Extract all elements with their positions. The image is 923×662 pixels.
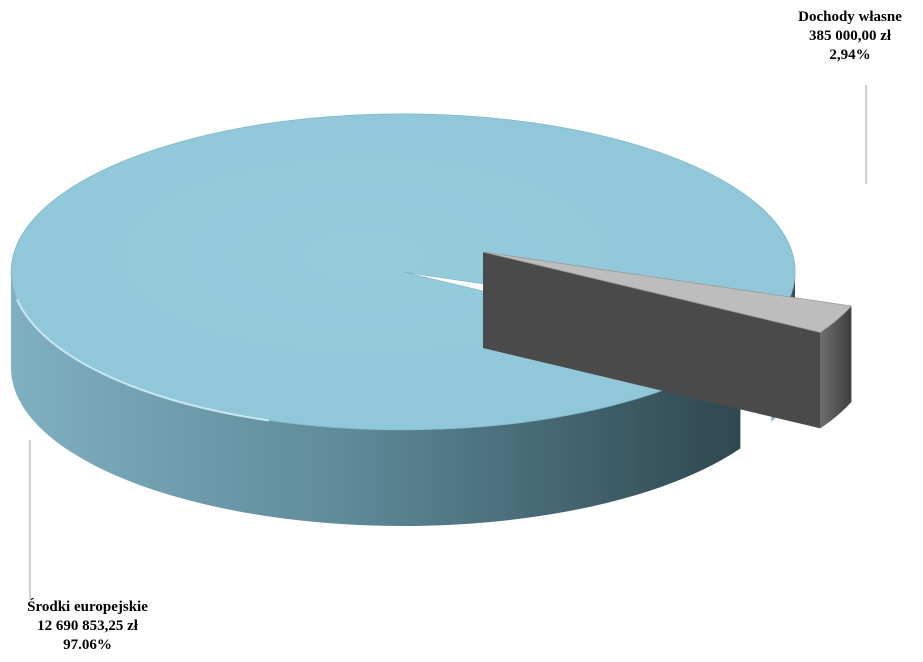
slice-label-srodki-europejskie: Środki europejskie 12 690 853,25 zł 97.0… [0,598,175,655]
pie-slice-dochody-wlasne [482,251,853,429]
rim-highlight [16,298,270,422]
slice-label-dochody-wlasne: Dochody własne 385 000,00 zł 2,94% [770,8,923,65]
slice-value: 385 000,00 zł [808,28,892,44]
slice-name: Dochody własne [798,9,902,25]
slice-side [11,272,741,526]
slice-percent: 2,94% [829,47,871,63]
slice-top [482,251,853,333]
slice-side [820,306,852,429]
slice-cut-face [483,252,821,429]
slice-percent: 97.06% [63,637,112,653]
slice-name: Środki europejskie [27,599,148,615]
slice-value: 12 690 853,25 zł [37,618,138,634]
